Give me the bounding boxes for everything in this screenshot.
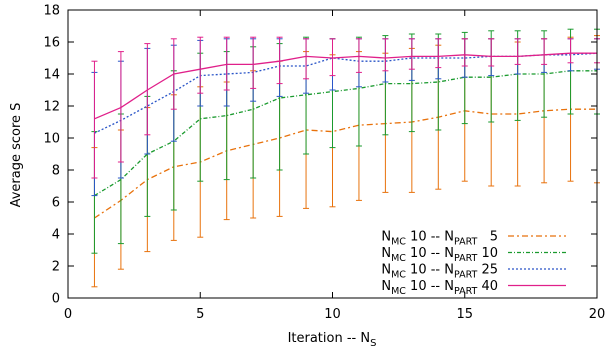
x-tick-label: 20 <box>589 307 606 322</box>
legend-item-4: NMC 10 -- NPART 40 <box>381 279 566 297</box>
legend-label: NMC 10 -- NPART 5 <box>381 230 498 248</box>
y-axis-label: Average score S <box>9 103 24 208</box>
axes: 0 2 4 6 8 10 12 14 16 18 0 5 10 15 20 <box>43 4 605 323</box>
y-tick-label: 0 <box>52 292 60 307</box>
y-tick-label: 2 <box>52 260 60 275</box>
y-tick-label: 10 <box>43 132 60 147</box>
legend-label: NMC 10 -- NPART 25 <box>381 263 498 281</box>
legend-label: NMC 10 -- NPART 10 <box>381 246 498 264</box>
x-tick-label: 5 <box>196 307 204 322</box>
legend-item-3: NMC 10 -- NPART 25 <box>381 263 566 281</box>
y-tick-label: 6 <box>52 196 60 211</box>
series-line <box>94 52 598 134</box>
y-tick-label: 14 <box>43 68 60 83</box>
legend-label: NMC 10 -- NPART 40 <box>381 279 498 297</box>
y-tick-label: 12 <box>43 100 60 115</box>
series-4 <box>91 36 600 179</box>
y-tick-label: 8 <box>52 164 60 179</box>
x-tick-label: 10 <box>324 307 341 322</box>
y-tick-label: 18 <box>43 4 60 19</box>
legend-item-2: NMC 10 -- NPART 10 <box>381 246 566 264</box>
x-axis-label: Iteration -- NS <box>288 331 377 349</box>
series-1 <box>91 35 600 288</box>
series-line <box>94 70 597 197</box>
x-tick-label: 15 <box>456 307 473 322</box>
series-line <box>94 108 597 219</box>
y-tick-label: 4 <box>52 228 60 243</box>
series-3 <box>91 38 600 197</box>
series-2 <box>91 28 600 254</box>
x-tick-label: 0 <box>64 307 72 322</box>
series-line <box>94 52 597 120</box>
y-tick-label: 16 <box>43 36 60 51</box>
plot-area <box>91 28 600 288</box>
legend-item-1: NMC 10 -- NPART 5 <box>381 230 566 248</box>
